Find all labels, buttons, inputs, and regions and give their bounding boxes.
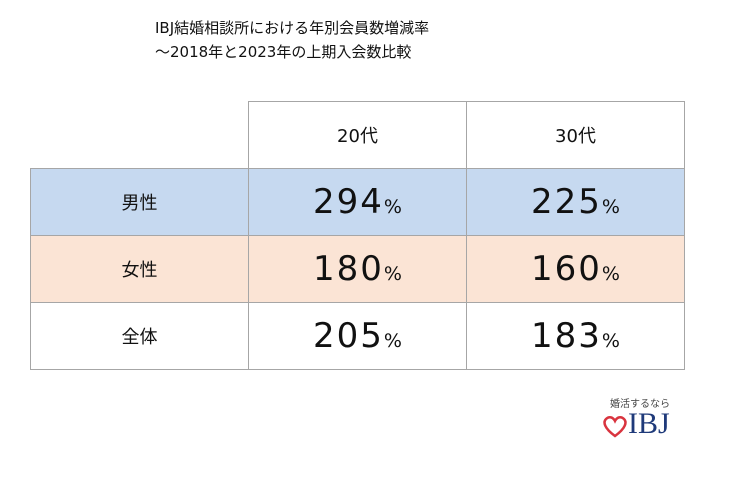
column-header: 20代 bbox=[248, 101, 467, 169]
logo-tagline: 婚活するなら bbox=[610, 399, 670, 410]
value-number: 225 bbox=[531, 182, 602, 222]
value-cell: 160% bbox=[466, 235, 685, 303]
value-number: 183 bbox=[531, 316, 602, 356]
table-row: 全体 205% 183% bbox=[30, 302, 685, 370]
title-line: ～2018年と2023年の上期入会数比較 bbox=[155, 43, 412, 61]
row-label: 女性 bbox=[30, 235, 249, 303]
value-unit: % bbox=[601, 263, 620, 285]
header-row: 20代 30代 bbox=[30, 101, 685, 169]
title-line: IBJ結婚相談所における年別会員数増減率 bbox=[155, 19, 430, 37]
value-number: 294 bbox=[313, 182, 384, 222]
value-cell: 294% bbox=[248, 168, 467, 236]
value-unit: % bbox=[601, 330, 620, 352]
title: IBJ結婚相談所における年別会員数増減率 ～2018年と2023年の上期入会数比… bbox=[155, 16, 429, 64]
row-label: 男性 bbox=[30, 168, 249, 236]
column-header: 30代 bbox=[466, 101, 685, 169]
table: 20代 30代 男性 294% 225% 女性 180% 160% 全体 205% 183% bbox=[30, 101, 685, 370]
value-cell: 183% bbox=[466, 302, 685, 370]
value-number: 180 bbox=[313, 249, 384, 289]
value-unit: % bbox=[383, 196, 402, 218]
value-cell: 205% bbox=[248, 302, 467, 370]
row-label: 全体 bbox=[30, 302, 249, 370]
value-unit: % bbox=[601, 196, 620, 218]
logo-heart bbox=[603, 416, 627, 438]
value-unit: % bbox=[383, 330, 402, 352]
corner-cell bbox=[30, 101, 249, 169]
value-cell: 180% bbox=[248, 235, 467, 303]
value-number: 160 bbox=[531, 249, 602, 289]
value-unit: % bbox=[383, 263, 402, 285]
table-row: 女性 180% 160% bbox=[30, 235, 685, 303]
value-number: 205 bbox=[313, 316, 384, 356]
logo-name: IBJ bbox=[628, 407, 670, 440]
value-cell: 225% bbox=[466, 168, 685, 236]
table-row: 男性 294% 225% bbox=[30, 168, 685, 236]
